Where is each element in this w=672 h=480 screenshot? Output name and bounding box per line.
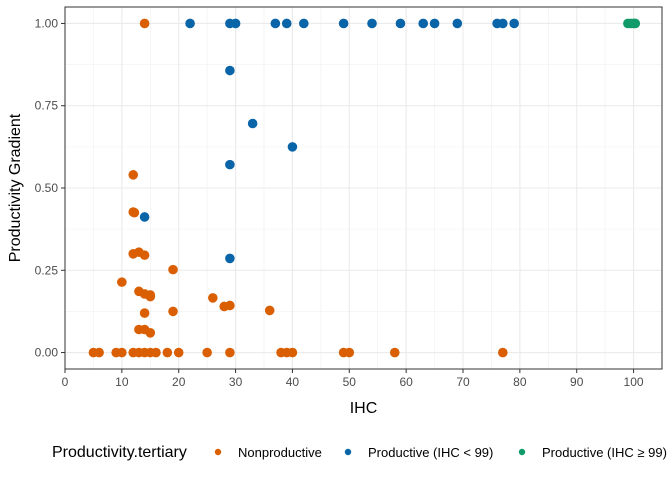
x-tick-label: 80 — [513, 375, 527, 389]
data-point — [168, 306, 178, 317]
data-point — [270, 18, 281, 29]
data-point — [117, 347, 127, 358]
data-point — [139, 18, 150, 29]
x-tick-label: 90 — [570, 375, 584, 389]
x-tick-label: 0 — [62, 375, 69, 389]
data-point — [630, 18, 641, 29]
data-point — [498, 18, 508, 29]
data-point — [225, 300, 235, 311]
legend-title: Productivity.tertiary — [52, 444, 187, 461]
data-point — [344, 347, 355, 358]
data-point — [395, 18, 406, 29]
legend: Productivity.tertiary Nonproductive Produ… — [52, 444, 667, 461]
grid-lines — [64, 7, 662, 369]
legend-items: Nonproductive Productive (IHC < 99) Produc… — [214, 445, 667, 460]
data-point — [429, 18, 440, 29]
data-point — [509, 18, 519, 29]
y-tick-label: 1.00 — [35, 16, 59, 30]
data-point — [230, 18, 241, 29]
data-point — [139, 308, 150, 318]
data-point — [264, 305, 275, 316]
data-point — [162, 347, 173, 358]
x-tick-label: 10 — [115, 375, 129, 389]
data-point — [225, 347, 235, 358]
data-point — [202, 347, 212, 358]
y-tick-label: 0.75 — [35, 99, 59, 113]
data-point — [225, 253, 235, 264]
data-point — [94, 347, 104, 358]
data-point — [173, 347, 184, 358]
x-tick-label: 40 — [286, 375, 300, 389]
x-tick-label: 30 — [229, 375, 243, 389]
data-point — [185, 18, 195, 29]
data-point — [139, 250, 150, 260]
x-tick-label: 100 — [624, 375, 644, 389]
legend-key — [214, 448, 222, 456]
data-point — [145, 291, 156, 302]
data-point — [287, 347, 298, 358]
y-tick-label: 0.50 — [35, 181, 59, 195]
data-point — [452, 18, 463, 29]
legend-key — [344, 448, 352, 456]
data-point — [128, 170, 139, 180]
data-point — [389, 347, 400, 358]
data-point — [247, 118, 258, 129]
data-point — [498, 347, 508, 358]
x-tick-label: 70 — [456, 375, 470, 389]
data-point — [299, 18, 309, 29]
data-point — [145, 328, 156, 338]
data-point — [287, 142, 298, 152]
data-point — [208, 293, 218, 303]
x-axis-title: IHC — [350, 400, 378, 417]
x-tick-label: 20 — [172, 375, 186, 389]
data-point — [129, 207, 140, 218]
axes: 0.00 0.25 0.50 0.75 1.00 0 10 20 30 40 50 60 70 80 90 1… — [35, 16, 644, 389]
y-tick-label: 0.00 — [35, 346, 59, 360]
legend-entry-label: Productive (IHC ≥ 99) — [542, 445, 667, 460]
data-point — [151, 347, 161, 358]
x-tick-label: 50 — [343, 375, 357, 389]
data-point — [418, 18, 429, 29]
data-points — [88, 18, 641, 358]
data-point — [281, 18, 292, 29]
data-point — [168, 264, 178, 275]
data-point — [338, 18, 349, 29]
legend-entry-label: Nonproductive — [238, 445, 322, 460]
x-tick-label: 60 — [399, 375, 413, 389]
y-tick-label: 0.25 — [35, 263, 59, 277]
legend-entry-label: Productive (IHC < 99) — [368, 445, 493, 460]
legend-key — [518, 448, 526, 456]
data-point — [117, 277, 127, 287]
y-axis-title: Productivity Gradient — [7, 113, 24, 262]
data-point — [139, 212, 150, 222]
data-point — [367, 18, 377, 29]
data-point — [225, 65, 235, 76]
data-point — [225, 159, 235, 170]
